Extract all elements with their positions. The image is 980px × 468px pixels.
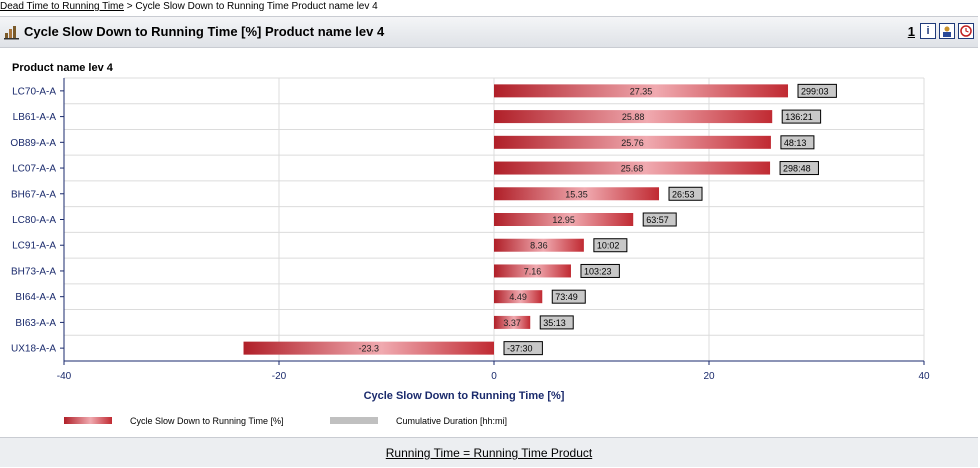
page-number-link[interactable]: 1 <box>907 23 915 39</box>
duration-box <box>580 263 620 278</box>
duration-box <box>797 83 837 98</box>
toolbar: 1 i <box>908 23 974 39</box>
duration-label: 35:13 <box>543 318 566 328</box>
bar <box>494 135 771 149</box>
duration-label: 10:02 <box>597 241 620 251</box>
category-label: BH73-A-A <box>11 266 56 277</box>
bar <box>243 341 494 355</box>
bar-value-label: 27.35 <box>630 86 653 96</box>
category-label: UX18-A-A <box>11 344 56 355</box>
bar-value-label: 8.36 <box>530 241 548 251</box>
duration-box <box>593 238 628 253</box>
category-label: LC80-A-A <box>12 215 56 226</box>
breadcrumb: Dead Time to Running Time > Cycle Slow D… <box>0 0 378 14</box>
duration-label: 136:21 <box>785 112 813 122</box>
duration-label: 63:57 <box>646 215 669 225</box>
duration-box <box>539 315 574 330</box>
duration-box <box>779 161 819 176</box>
bar-value-label: 4.49 <box>509 292 527 302</box>
footer: Running Time = Running Time Product <box>0 437 978 467</box>
bar-value-label: 12.95 <box>552 215 575 225</box>
running-time-link[interactable]: Running Time = Running Time Product <box>385 446 593 460</box>
bar-value-label: 25.68 <box>621 164 644 174</box>
bar-value-label: 3.37 <box>503 318 521 328</box>
duration-box <box>551 289 586 304</box>
category-label: LC91-A-A <box>12 241 56 252</box>
info-icon[interactable]: i <box>920 23 936 39</box>
duration-box <box>503 341 543 356</box>
bar-value-label: 7.16 <box>524 266 542 276</box>
breadcrumb-current: Cycle Slow Down to Running Time Product … <box>135 1 378 12</box>
legend-swatch-duration <box>330 417 378 424</box>
bar-value-label: 25.88 <box>622 112 645 122</box>
duration-label: 299:03 <box>801 86 829 96</box>
x-tick-label: 20 <box>703 371 715 382</box>
duration-box <box>668 186 703 201</box>
duration-label: -37:30 <box>507 344 533 354</box>
breadcrumb-separator: > <box>126 1 133 12</box>
bar <box>494 161 771 175</box>
category-label: BI63-A-A <box>15 318 56 329</box>
bar-value-label: 25.76 <box>621 138 644 148</box>
title-bar: Cycle Slow Down to Running Time [%] Prod… <box>0 16 978 48</box>
bar <box>494 187 660 201</box>
duration-box <box>781 109 822 124</box>
category-label: BH67-A-A <box>11 189 56 200</box>
bar <box>494 84 789 98</box>
chart-title: Product name lev 4 <box>12 62 113 74</box>
duration-box <box>642 212 677 227</box>
category-label: LB61-A-A <box>13 112 57 123</box>
category-label: LC07-A-A <box>12 164 56 175</box>
duration-label: 26:53 <box>672 189 695 199</box>
legend-swatch-percent <box>64 417 112 424</box>
bar-chart: -40 -20 0 20 40 Cycle Slow Down to Running Ti… <box>10 77 930 426</box>
x-tick-label: 0 <box>491 371 497 382</box>
bar <box>494 290 543 304</box>
duration-label: 298:48 <box>783 164 811 174</box>
user-icon[interactable] <box>939 23 955 39</box>
page-title: Cycle Slow Down to Running Time [%] Prod… <box>24 24 385 39</box>
x-tick-label: 40 <box>918 371 930 382</box>
bar-value-label: -23.3 <box>359 344 380 354</box>
bar <box>494 264 571 278</box>
duration-label: 73:49 <box>555 292 578 302</box>
x-axis-title: Cycle Slow Down to Running Time [%] <box>364 390 565 402</box>
chart-icon <box>4 26 19 40</box>
breadcrumb-link-dead-time[interactable]: Dead Time to Running Time <box>0 1 124 12</box>
bar <box>494 110 773 124</box>
category-label: BI64-A-A <box>15 292 56 303</box>
duration-label: 103:23 <box>584 266 612 276</box>
legend-label-percent: Cycle Slow Down to Running Time [%] <box>130 416 284 426</box>
category-label: LC70-A-A <box>12 86 56 97</box>
clock-icon[interactable] <box>958 23 974 39</box>
bar <box>494 238 584 252</box>
bar <box>494 213 634 226</box>
x-tick-label: -40 <box>57 371 72 382</box>
bar-value-label: 15.35 <box>565 189 588 199</box>
duration-label: 48:13 <box>784 138 807 148</box>
legend-label-duration: Cumulative Duration [hh:mi] <box>396 416 507 426</box>
bar <box>494 315 531 329</box>
x-tick-label: -20 <box>272 371 287 382</box>
category-label: OB89-A-A <box>10 138 56 149</box>
duration-box <box>780 135 815 150</box>
